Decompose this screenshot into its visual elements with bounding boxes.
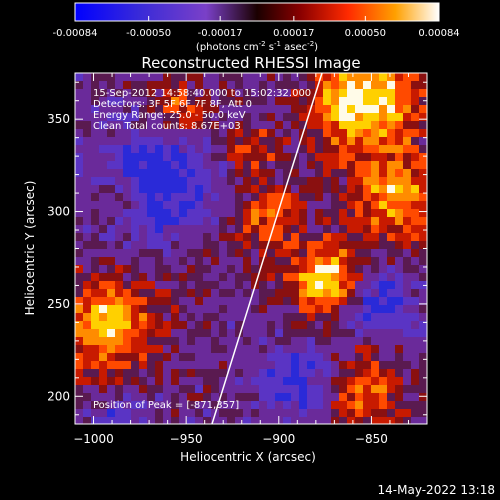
colorbar-units: (photons cm-2 s-1 asec-2) [196,40,318,53]
y-axis-label: Heliocentric Y (arcsec) [23,181,37,316]
colorbar-tick-label: 0.00084 [418,28,459,39]
colorbar-ticks: -0.00084 -0.00050 -0.00017 0.00017 0.00050 0.… [53,16,460,39]
chart-title: Reconstructed RHESSI Image [141,54,360,72]
y-tick-label: 200 [47,389,70,403]
colorbar-tick-label: -0.00050 [126,28,171,39]
y-tick-label: 250 [47,297,70,311]
x-tick-label: −900 [262,432,295,446]
annotation-block: 15-Sep-2012 14:58:40.000 to 15:02:32.000… [93,88,311,132]
x-tick-label: −850 [355,432,388,446]
colorbar-tick-label: 0.00050 [345,28,386,39]
y-tick-label: 300 [47,205,70,219]
axes: −1000 −950 −900 −850 200 250 300 350 [47,73,427,446]
footer-timestamp: 14-May-2022 13:18 [378,483,495,497]
heatmap-image [75,73,427,424]
colorbar [74,2,440,22]
x-tick-label: −950 [170,432,203,446]
annotation-clean: Clean Total counts: 8.67E+03 [93,121,241,132]
annotation-detectors: Detectors: 3F 5F 6F 7F 8F, Att 0 [93,99,252,110]
annotation-time: 15-Sep-2012 14:58:40.000 to 15:02:32.000 [93,88,311,99]
annotation-peak: Position of Peak = [-871,357] [93,400,239,411]
x-tick-label: −1000 [73,432,114,446]
solar-limb-line [211,73,323,424]
colorbar-tick-label: -0.00017 [198,28,243,39]
annotation-energy: Energy Range: 25.0 - 50.0 keV [93,110,246,121]
x-axis-label: Heliocentric X (arcsec) [180,450,316,464]
y-tick-label: 350 [47,112,70,126]
colorbar-tick-label: 0.00017 [273,28,314,39]
colorbar-tick-label: -0.00084 [53,28,98,39]
